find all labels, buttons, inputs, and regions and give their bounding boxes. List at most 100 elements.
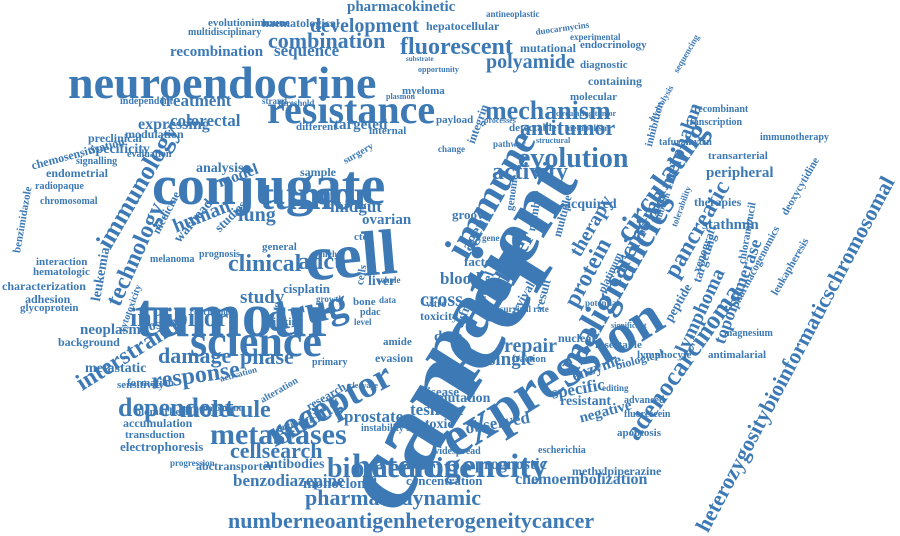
- word-cloud-word: benzodiazepine: [233, 471, 345, 490]
- word-cloud-word: preclinical: [88, 131, 142, 145]
- word-cloud-word: single: [488, 349, 535, 370]
- word-cloud-word: peripheral: [706, 165, 774, 181]
- word-cloud-word: evaluation: [127, 149, 172, 160]
- word-cloud-word: phase: [240, 344, 294, 369]
- word-cloud-word: concentration: [406, 473, 483, 488]
- word-cloud-word: formation: [127, 377, 175, 389]
- word-cloud-word: internal: [369, 125, 407, 137]
- word-cloud-word: prostate: [344, 407, 404, 426]
- word-cloud-word: survival rate: [500, 304, 549, 314]
- word-cloud-word: tafuramycin: [659, 137, 712, 148]
- word-cloud-word: interaction: [36, 256, 88, 268]
- word-cloud-word: substrate: [406, 55, 434, 63]
- word-cloud-word: transduction: [125, 429, 185, 441]
- word-cloud-word: containing: [588, 74, 643, 88]
- word-cloud-word: endometrial: [46, 166, 108, 180]
- word-cloud-word: glycoprotein: [20, 302, 79, 314]
- word-cloud-word: data: [379, 295, 397, 305]
- word-cloud-word: cytotoxic: [400, 417, 454, 432]
- word-cloud-word: antitumor: [520, 115, 616, 140]
- word-cloud-word: lymphocyte: [637, 349, 692, 361]
- word-cloud-word: level: [354, 317, 372, 327]
- word-cloud-word: tesirine: [410, 400, 464, 419]
- word-cloud-word: signalling: [76, 156, 118, 167]
- word-cloud-word: sequence: [274, 41, 340, 60]
- word-cloud-word: bone: [353, 296, 376, 308]
- word-cloud-word: accumulation: [123, 416, 193, 430]
- word-cloud-word: pathway: [493, 139, 527, 149]
- word-cloud-word: tumour: [135, 282, 335, 350]
- word-cloud-word: science: [190, 317, 322, 366]
- word-cloud-word: payload: [436, 114, 474, 126]
- word-cloud-word: cleavage: [349, 381, 378, 390]
- word-cloud-word: escape: [482, 285, 510, 296]
- word-cloud-word: liver: [368, 274, 396, 289]
- word-cloud-word: independent: [120, 96, 173, 107]
- word-cloud-word: blood: [440, 269, 481, 288]
- word-cloud-word: sequencing: [671, 32, 702, 75]
- word-cloud-word: magnesium: [724, 328, 773, 339]
- word-cloud-word: strand: [262, 96, 288, 106]
- word-cloud-word: chemoembolization: [515, 471, 648, 488]
- word-cloud-word: pharmacokinetic: [347, 0, 456, 15]
- word-cloud-word: ovarian: [362, 212, 412, 228]
- word-cloud-word: benzimidazole: [11, 185, 35, 254]
- word-cloud-word: resistant: [560, 394, 612, 409]
- word-cloud-word: ctcs: [354, 231, 372, 243]
- word-cloud-word: background: [58, 335, 120, 349]
- word-cloud-word: primary: [312, 357, 348, 368]
- word-cloud-word: monoclonal: [303, 476, 378, 492]
- word-cloud-word: sample: [300, 165, 336, 179]
- word-cloud-word: damage: [158, 343, 232, 368]
- word-cloud-word: fraction: [512, 354, 546, 365]
- word-cloud-word: activity: [492, 159, 568, 185]
- word-cloud-word: pharmacodynamic: [305, 485, 481, 510]
- word-cloud-word: metabolism: [565, 123, 610, 133]
- word-cloud-word: deoxycytidine: [779, 155, 822, 218]
- word-cloud-word: evolution: [518, 143, 629, 174]
- word-cloud-word: methylpiperazine: [572, 464, 662, 478]
- word-cloud-word: antimalarial: [708, 349, 767, 361]
- word-cloud-word: dependent: [118, 393, 234, 422]
- word-cloud-word: numberneoantigenheterogeneitycancer: [228, 508, 595, 533]
- word-cloud-word: detectable: [509, 122, 557, 134]
- word-cloud-word: dose: [434, 329, 463, 345]
- word-cloud-word: electrophoresis: [120, 439, 204, 454]
- word-cloud-word: conjugate: [152, 155, 386, 217]
- word-cloud-word: disease: [420, 384, 459, 399]
- word-cloud-word: evolutionimmune: [208, 17, 290, 29]
- word-cloud-word: resistance: [267, 87, 436, 132]
- word-cloud-word: biomedicine: [327, 453, 472, 484]
- word-cloud-word: characterization: [2, 279, 86, 293]
- word-cloud-word: mechanism: [485, 96, 611, 125]
- word-cloud-word: structural: [536, 136, 571, 145]
- word-cloud-word: combination: [268, 28, 386, 53]
- word-cloud-word: heterogeneity: [352, 448, 548, 485]
- word-cloud-word: treatment: [160, 91, 232, 110]
- word-cloud-word: molecular: [570, 91, 618, 103]
- word-cloud-word: polyamide: [486, 51, 575, 73]
- word-cloud-word: widespread: [432, 446, 481, 457]
- word-cloud-word: opportunity: [418, 65, 459, 74]
- word-cloud-word: growth: [316, 294, 344, 304]
- word-cloud-word: colorectal: [170, 111, 241, 130]
- word-cloud-word: threshold: [278, 98, 315, 108]
- word-cloud-word: diagnostic: [580, 59, 628, 71]
- word-cloud-word: instability: [361, 423, 404, 434]
- word-cloud-word: cellsearch: [230, 438, 323, 463]
- word-cloud-word: myeloma: [402, 85, 445, 97]
- word-cloud-word: clinical: [228, 251, 302, 277]
- word-cloud-word: immunotherapy: [760, 132, 829, 143]
- word-cloud-word: linking: [270, 316, 304, 328]
- word-cloud-word: chromosomal: [40, 196, 98, 207]
- word-cloud-word: lung: [238, 204, 276, 226]
- word-cloud-word: whole: [378, 275, 401, 285]
- word-cloud-word: higher: [320, 249, 346, 259]
- word-cloud-word: inhibitor: [130, 303, 229, 332]
- word-cloud-word: progression: [170, 458, 215, 468]
- word-cloud-word: fluorescein: [624, 409, 671, 420]
- word-cloud-word: biomarkers: [135, 406, 190, 418]
- word-cloud-word: editing: [602, 383, 629, 393]
- word-cloud-word: plasmon: [386, 92, 415, 101]
